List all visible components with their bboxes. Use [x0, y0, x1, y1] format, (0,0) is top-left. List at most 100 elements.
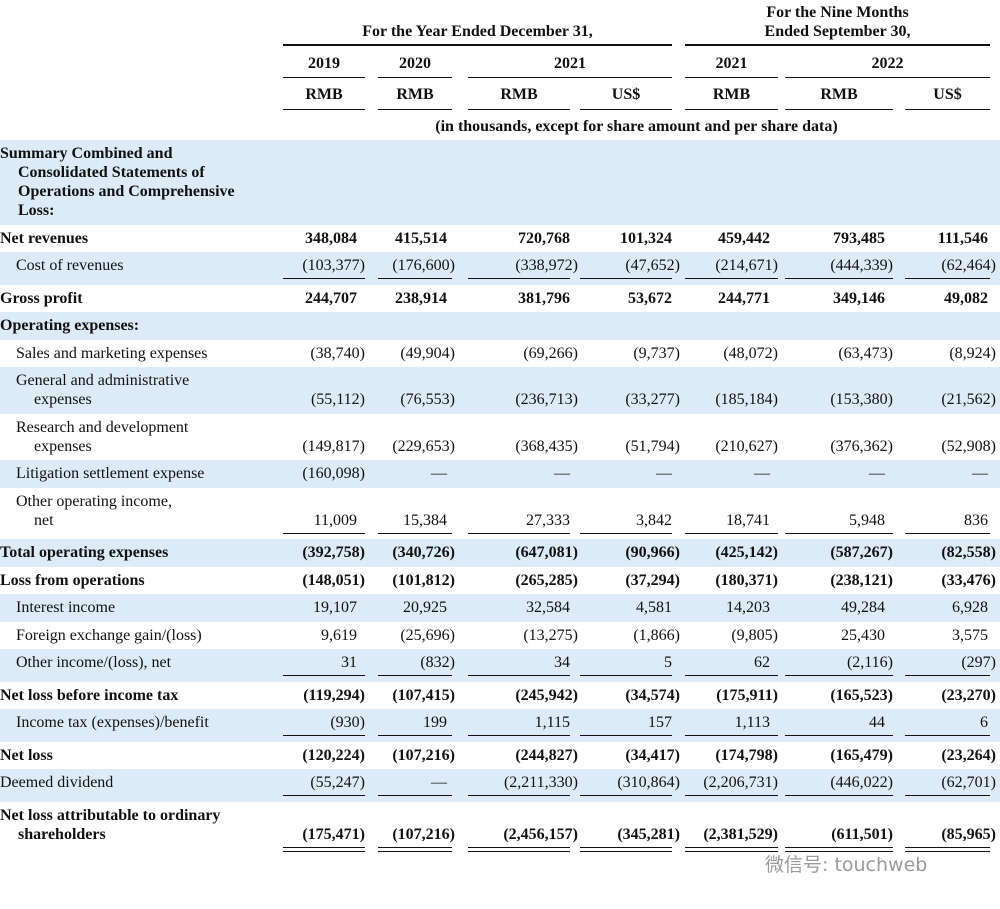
underline	[580, 675, 672, 676]
cell-value: 31	[341, 654, 357, 671]
row-label: Gross profit	[0, 289, 83, 307]
cell-value: (62,701)	[941, 774, 996, 791]
cell-value: (338,972)	[515, 257, 578, 274]
underline	[785, 278, 893, 279]
cell-value: (119,294)	[303, 686, 365, 704]
underline	[580, 278, 672, 279]
row-label: Net loss before income tax	[0, 686, 179, 704]
cell-value: 6,928	[952, 599, 988, 616]
cell-value: (444,339)	[830, 257, 893, 274]
cell-value: (376,362)	[830, 437, 893, 455]
cell-value: 6	[980, 714, 988, 731]
cell-value: (153,380)	[830, 391, 893, 408]
cell-value: 1,115	[534, 714, 570, 731]
row-label: net	[34, 511, 54, 529]
row-shade	[0, 769, 1000, 802]
header-rule	[378, 77, 452, 78]
cell-value: 3,575	[952, 626, 988, 644]
underline	[283, 532, 365, 534]
row-label: Deemed dividend	[0, 774, 114, 791]
cell-value: (245,942)	[515, 686, 578, 704]
row-label: Foreign exchange gain/(loss)	[16, 626, 202, 644]
row-label: Other income/(loss), net	[16, 654, 172, 671]
cell-value: (340,726)	[392, 544, 455, 561]
row-shade	[0, 252, 1000, 285]
header-rule	[283, 109, 365, 110]
underline	[468, 278, 570, 279]
cell-value: (107,216)	[392, 746, 455, 764]
cell-value: (446,022)	[830, 774, 893, 791]
row-shade	[0, 539, 1000, 567]
cell-value: 49,284	[841, 599, 885, 616]
underline	[685, 675, 778, 676]
row-label: Total operating expenses	[0, 544, 169, 561]
row-shade	[0, 460, 1000, 488]
underline	[905, 735, 990, 736]
underline	[685, 846, 778, 848]
underline	[378, 532, 452, 534]
header-rule	[905, 109, 990, 110]
watermark: 微信号: touchweb	[765, 854, 928, 876]
cell-value: (23,264)	[941, 746, 996, 764]
cell-value: 34	[554, 654, 570, 671]
cell-value: 32,584	[526, 599, 570, 616]
cell-value: 244,771	[718, 289, 770, 307]
currency-header: RMB	[396, 86, 434, 103]
cell-value: (611,501)	[831, 825, 893, 843]
cell-value: 3,842	[636, 511, 672, 529]
cell-value: 25,430	[841, 626, 885, 644]
cell-value: (1,866)	[633, 626, 680, 644]
cell-value: (2,381,529)	[703, 825, 778, 843]
underline	[785, 532, 893, 534]
row-label: Litigation settlement expense	[16, 465, 205, 482]
cell-value: (34,574)	[625, 686, 680, 704]
cell-value: 415,514	[395, 229, 447, 247]
cell-value: (90,966)	[625, 544, 680, 561]
underline	[685, 735, 778, 736]
cell-value: (176,600)	[392, 257, 455, 274]
cell-value: (34,417)	[625, 746, 680, 764]
cell-value: 244,707	[305, 289, 357, 307]
currency-header: RMB	[712, 86, 751, 103]
cell-value: (214,671)	[715, 257, 778, 274]
underline	[378, 675, 452, 676]
cell-value: (49,904)	[400, 344, 455, 362]
underline	[785, 675, 893, 676]
cell-value: (13,275)	[523, 626, 578, 644]
underline	[905, 675, 990, 676]
cell-value: 62	[754, 654, 770, 671]
column-group-header: For the Year Ended December 31,	[362, 23, 593, 40]
header-rule	[785, 109, 893, 110]
underline	[685, 795, 778, 796]
underline	[468, 850, 570, 852]
year-header: 2021	[715, 55, 748, 72]
cell-value: 5,948	[849, 511, 885, 529]
cell-value: 238,914	[395, 289, 447, 307]
underline	[905, 795, 990, 796]
cell-value: 4,581	[636, 599, 672, 616]
cell-value: (229,653)	[392, 437, 455, 455]
cell-value: (101,812)	[392, 571, 455, 589]
row-shade	[0, 312, 1000, 340]
underline	[580, 735, 672, 736]
cell-value: (149,817)	[302, 437, 365, 455]
underline	[905, 278, 990, 279]
cell-value: (52,908)	[941, 437, 996, 455]
cell-value: (82,558)	[941, 544, 996, 561]
cell-value: —	[656, 465, 672, 482]
cell-value: (392,758)	[302, 544, 365, 561]
row-label: Research and development	[16, 418, 189, 436]
cell-value: (160,098)	[302, 465, 365, 482]
cell-value: (345,281)	[617, 825, 680, 843]
cell-value: 1,113	[734, 714, 770, 731]
header-rule	[283, 44, 672, 46]
currency-header: RMB	[820, 86, 858, 103]
cell-value: (33,476)	[941, 571, 996, 589]
cell-value: (165,479)	[830, 746, 893, 764]
row-label: Operating expenses:	[0, 317, 140, 334]
year-header: 2021	[554, 55, 586, 72]
row-shade	[0, 594, 1000, 622]
cell-value: (2,206,731)	[703, 774, 778, 791]
cell-value: (244,827)	[515, 746, 578, 764]
row-shade	[0, 709, 1000, 742]
